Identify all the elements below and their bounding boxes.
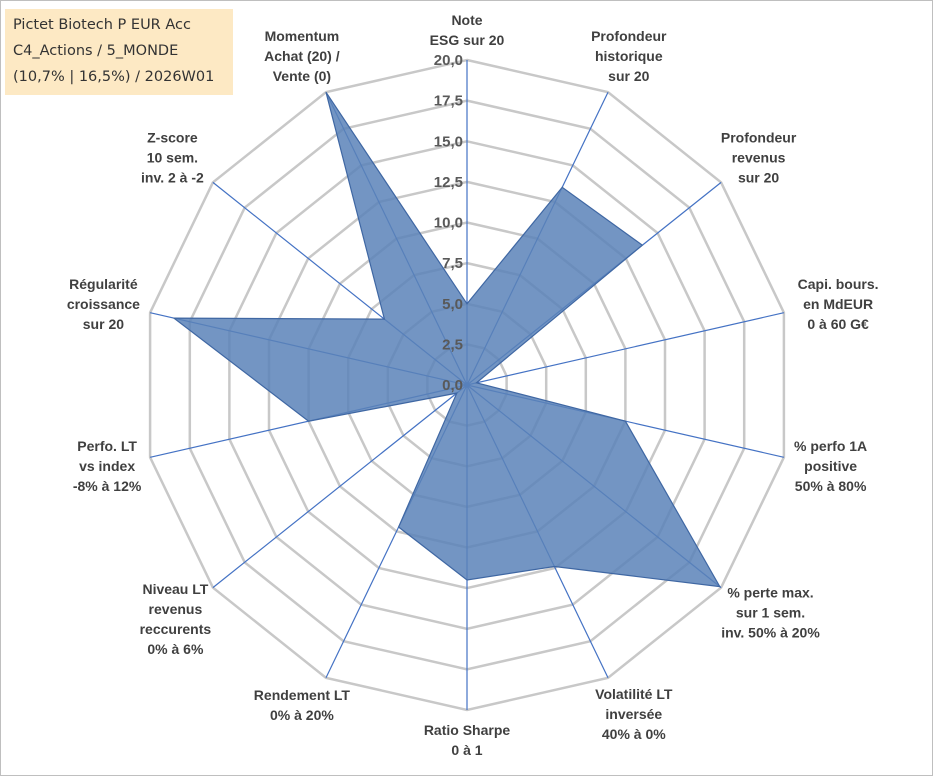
tick-label: 2,5 bbox=[442, 336, 463, 353]
tick-label: 17,5 bbox=[434, 93, 463, 110]
axis-spoke bbox=[466, 312, 785, 386]
axis-label: Niveau LT revenus reccurents 0% à 6% bbox=[140, 581, 212, 657]
axis-label-line: reccurents bbox=[140, 621, 212, 637]
axis-label-line: Niveau LT bbox=[142, 581, 208, 597]
axis-label-line: sur 20 bbox=[608, 68, 649, 84]
axis-label-line: Volatilité LT bbox=[595, 686, 673, 702]
axis-label-line: Régularité bbox=[69, 276, 138, 292]
tick-label: 5,0 bbox=[442, 296, 463, 313]
fund-stats: (10,7% | 16,5%) / 2026W01 bbox=[13, 69, 215, 85]
axis-label: % perte max. sur 1 sem. inv. 50% à 20% bbox=[721, 585, 820, 641]
axis-label-line: 0% à 20% bbox=[270, 707, 334, 723]
axis-label: Profondeur historique sur 20 bbox=[591, 28, 667, 84]
axis-label-line: croissance bbox=[67, 296, 140, 312]
axis-label: Profondeur revenus sur 20 bbox=[721, 129, 797, 185]
tick-label: 20,0 bbox=[434, 52, 463, 69]
chart-title-box: Pictet Biotech P EUR Acc C4_Actions / 5_… bbox=[5, 9, 233, 95]
axis-label-line: Vente (0) bbox=[273, 68, 331, 84]
axis-label-line: Rendement LT bbox=[254, 687, 351, 703]
axis-label-line: vs index bbox=[79, 458, 135, 474]
axis-spoke bbox=[212, 384, 468, 589]
axis-label-line: historique bbox=[595, 48, 663, 64]
axis-label-line: -8% à 12% bbox=[73, 478, 142, 494]
axis-label: Capi. bours. en MdEUR 0 à 60 G€ bbox=[798, 276, 879, 332]
axis-label-line: Achat (20) / bbox=[264, 48, 340, 64]
axis-label-line: Momentum bbox=[265, 28, 340, 44]
axis-label-line: revenus bbox=[149, 601, 203, 617]
axis-label-line: revenus bbox=[732, 149, 786, 165]
tick-label: 15,0 bbox=[434, 133, 463, 150]
tick-label: 0,0 bbox=[442, 377, 463, 394]
axis-label-line: Ratio Sharpe bbox=[424, 722, 511, 738]
axis-label-line: % perfo 1A bbox=[794, 438, 867, 454]
axis-label-line: 10 sem. bbox=[147, 149, 198, 165]
tick-label: 7,5 bbox=[442, 255, 463, 272]
axis-label-line: Capi. bours. bbox=[798, 276, 879, 292]
axis-label-line: Z-score bbox=[147, 129, 198, 145]
axis-label: Volatilité LT inversée 40% à 0% bbox=[595, 686, 673, 742]
axis-label: Régularité croissance sur 20 bbox=[67, 276, 140, 332]
axis-label-line: Profondeur bbox=[591, 28, 667, 44]
axis-label-line: 40% à 0% bbox=[602, 726, 666, 742]
axis-label-line: sur 1 sem. bbox=[736, 605, 805, 621]
axis-label-line: 50% à 80% bbox=[795, 478, 867, 494]
axis-label-line: positive bbox=[804, 458, 857, 474]
axis-label-line: Perfo. LT bbox=[77, 438, 137, 454]
axis-label-line: sur 20 bbox=[738, 169, 779, 185]
axis-label-line: sur 20 bbox=[83, 316, 124, 332]
axis-label: Rendement LT 0% à 20% bbox=[254, 687, 351, 723]
axis-label: Perfo. LT vs index -8% à 12% bbox=[73, 438, 142, 494]
tick-label: 12,5 bbox=[434, 174, 463, 191]
axis-labels: Note ESG sur 20 Profondeur historique sur 20… bbox=[67, 12, 879, 758]
axis-label-line: inv. 50% à 20% bbox=[721, 625, 820, 641]
axis-label: % perfo 1A positive 50% à 80% bbox=[794, 438, 867, 494]
axis-label-line: 0 à 60 G€ bbox=[807, 316, 869, 332]
axis-label-line: inversée bbox=[605, 706, 662, 722]
axis-label-line: % perte max. bbox=[727, 585, 813, 601]
axis-label-line: Profondeur bbox=[721, 129, 797, 145]
fund-name: Pictet Biotech P EUR Acc bbox=[13, 17, 191, 33]
axis-label-line: ESG sur 20 bbox=[430, 32, 505, 48]
fund-category: C4_Actions / 5_MONDE bbox=[13, 43, 179, 59]
axis-label: Z-score 10 sem. inv. 2 à -2 bbox=[141, 129, 204, 185]
axis-label-line: inv. 2 à -2 bbox=[141, 169, 204, 185]
axis-label: Momentum Achat (20) / Vente (0) bbox=[264, 28, 340, 84]
tick-labels: 0,0 2,5 5,0 7,5 10,0 12,5 15,0 17,5 20,0 bbox=[434, 52, 463, 394]
series-layer bbox=[172, 91, 721, 588]
axis-label-line: en MdEUR bbox=[803, 296, 873, 312]
axis-label: Ratio Sharpe 0 à 1 bbox=[424, 722, 511, 758]
axis-label: Note ESG sur 20 bbox=[430, 12, 505, 48]
tick-label: 10,0 bbox=[434, 215, 463, 232]
axis-label-line: 0% à 6% bbox=[147, 641, 204, 657]
axis-label-line: 0 à 1 bbox=[451, 742, 482, 758]
axis-label-line: Note bbox=[451, 12, 482, 28]
